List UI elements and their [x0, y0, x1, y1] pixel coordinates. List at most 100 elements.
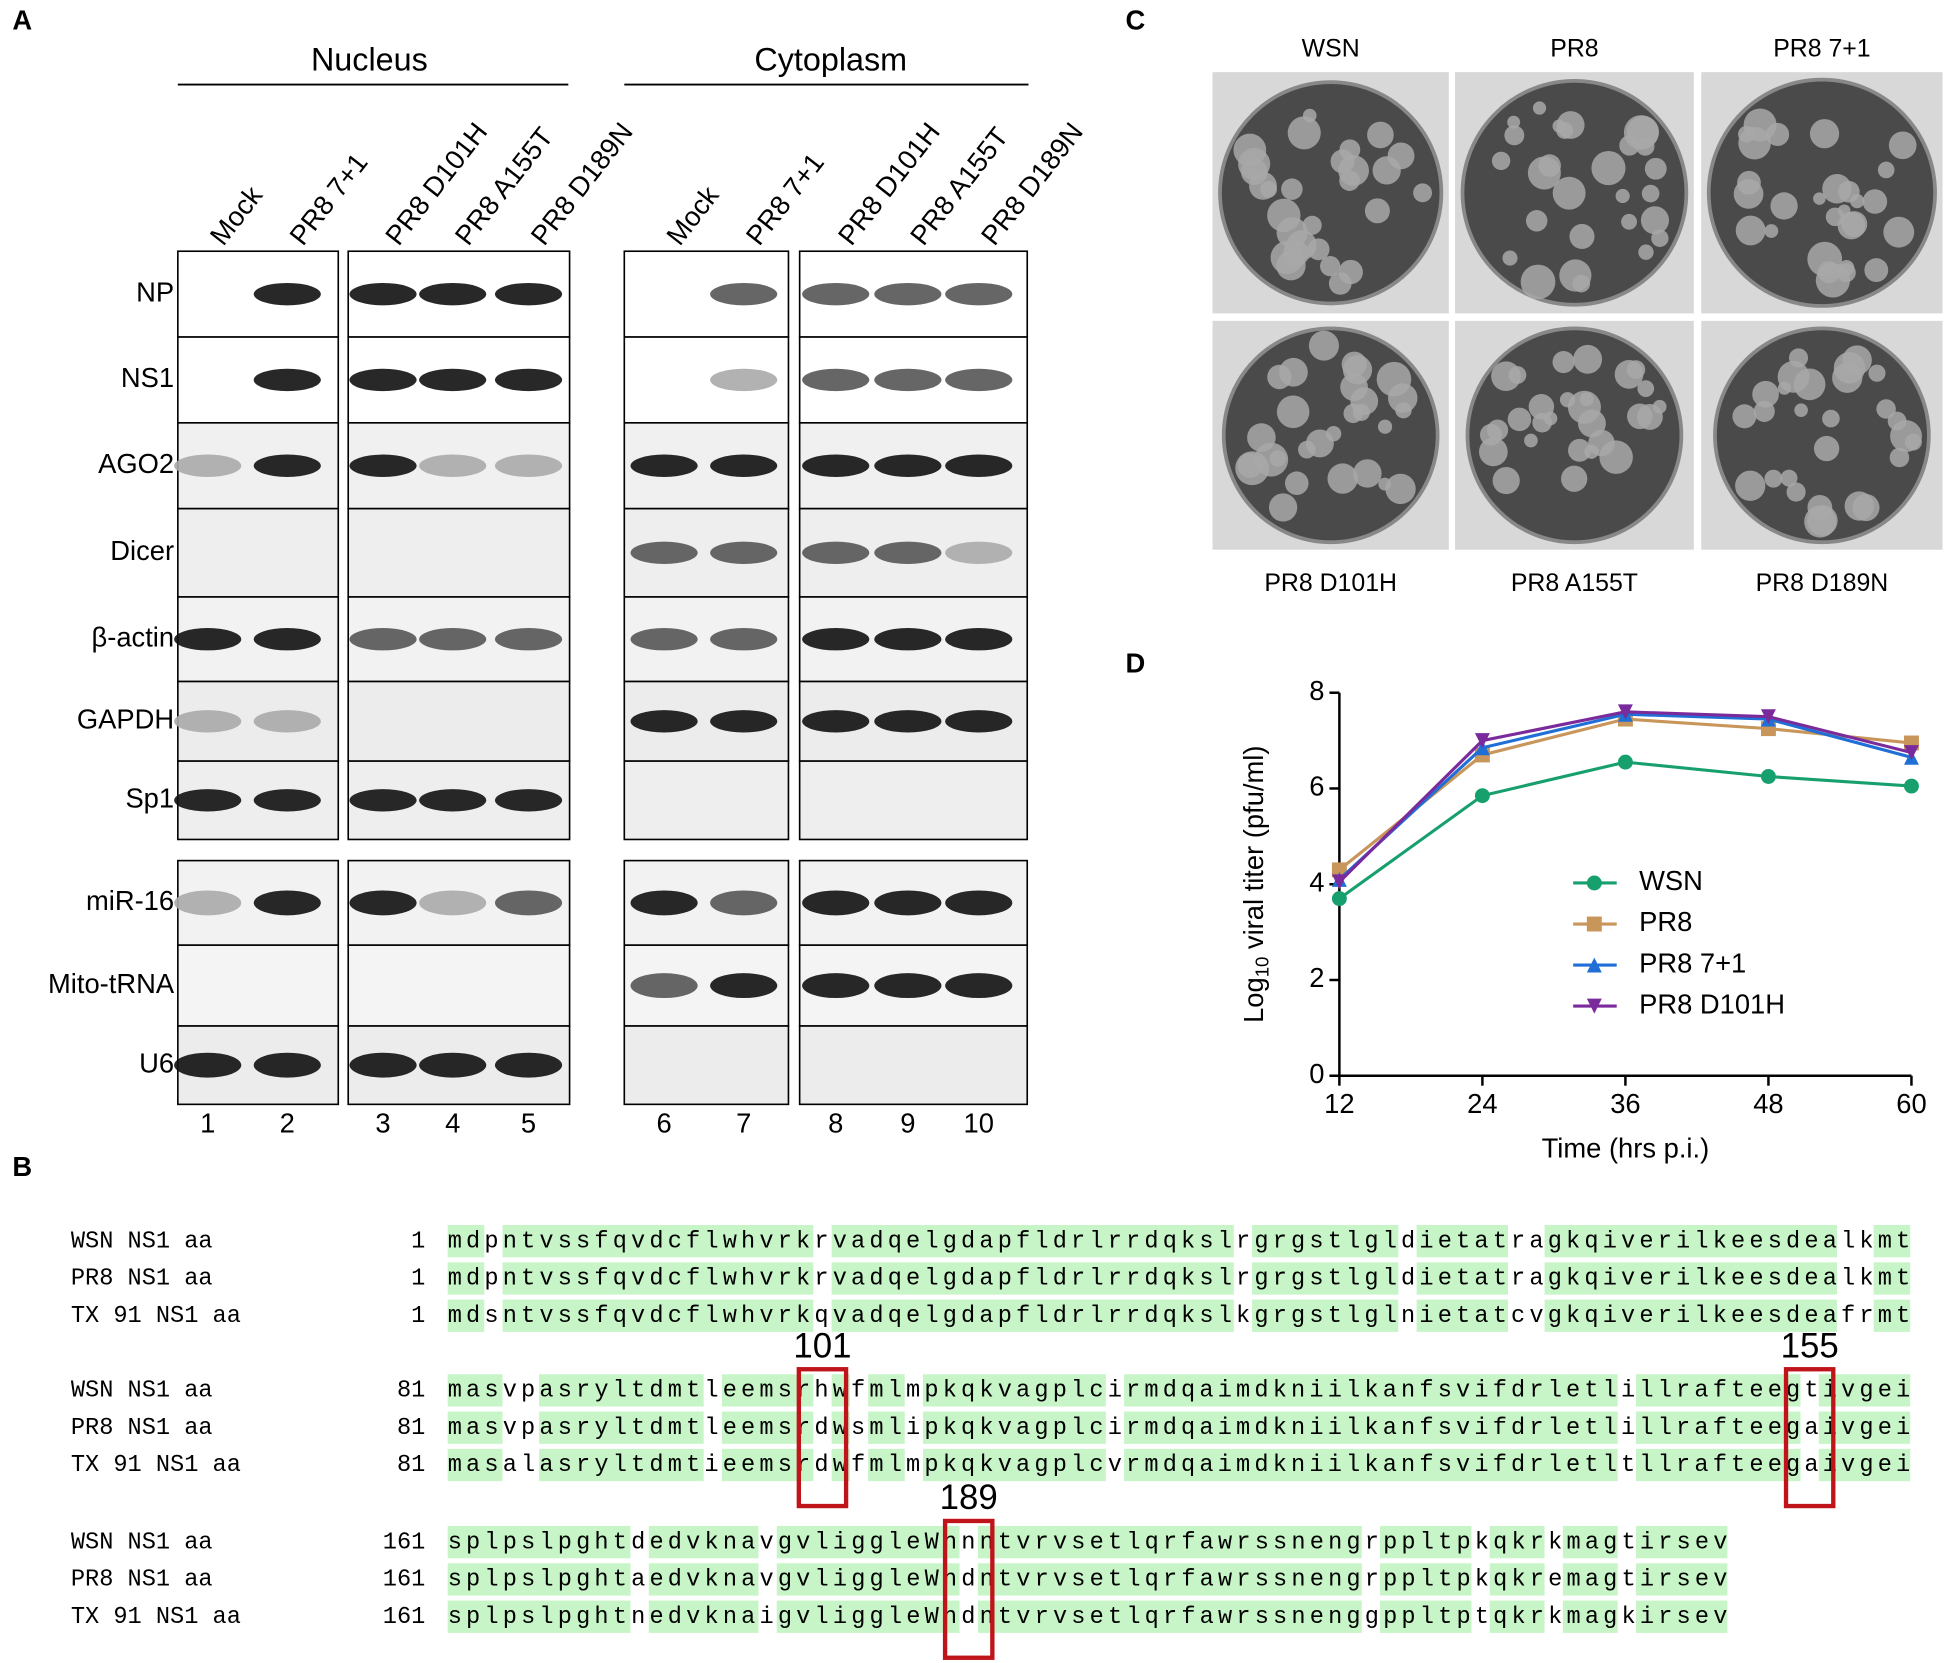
plaque: [1764, 469, 1783, 488]
row-label: β-actin: [92, 621, 175, 652]
identity-highlight: [447, 1563, 631, 1596]
identity-highlight: [447, 1374, 503, 1407]
plaque: [1286, 230, 1317, 261]
plaque: [1764, 224, 1779, 238]
plaque: [1528, 394, 1555, 420]
band: [802, 282, 870, 306]
plaque: [1862, 189, 1888, 214]
plaque: [1644, 157, 1667, 180]
band: [802, 368, 870, 392]
x-axis-label: Time (hrs p.i.): [1542, 1133, 1710, 1164]
band: [349, 454, 417, 477]
band: [874, 454, 942, 477]
plaque: [1591, 150, 1626, 186]
band: [349, 890, 417, 916]
plaque: [1502, 250, 1518, 266]
identity-highlight: [1380, 1563, 1472, 1596]
band: [710, 628, 778, 651]
lane-number: 7: [736, 1108, 751, 1139]
identity-highlight: [1635, 1448, 1801, 1482]
lane-label: Mock: [204, 180, 269, 251]
plaque: [1841, 211, 1868, 238]
band: [419, 282, 487, 306]
plaque: [1809, 119, 1840, 149]
band: [630, 628, 698, 651]
band: [253, 454, 321, 477]
plaque: [1559, 259, 1592, 292]
y-axis-label-part: viral titer (pfu/ml): [1238, 746, 1269, 950]
plaque: [1833, 352, 1866, 384]
identity-highlight: [1544, 1299, 1838, 1332]
plaque: [1638, 244, 1654, 260]
plaque: [1284, 471, 1309, 495]
y-axis-label: Log10 viral titer (pfu/ml): [1238, 746, 1272, 1023]
lane-number: 6: [656, 1108, 671, 1139]
legend-label: PR8: [1639, 906, 1692, 937]
band: [174, 1052, 242, 1078]
identity-highlight: [502, 1262, 814, 1295]
identity-highlight: [1635, 1374, 1801, 1407]
band: [945, 710, 1013, 733]
identity-highlight: [648, 1525, 759, 1559]
plate-label: PR8 7+1: [1773, 34, 1870, 62]
row-label: U6: [139, 1047, 174, 1078]
identity-highlight: [1124, 1448, 1618, 1482]
identity-highlight: [447, 1224, 485, 1258]
plaque: [1793, 368, 1826, 401]
identity-highlight: [776, 1563, 960, 1596]
point: [1903, 745, 1919, 761]
identity-highlight: [539, 1374, 704, 1407]
identity-highlight: [447, 1411, 503, 1444]
plaque: [1376, 361, 1412, 397]
plaque: [1619, 135, 1640, 156]
plaque: [1883, 216, 1915, 248]
y-tick-label: 8: [1309, 675, 1324, 706]
series-line: [1338, 717, 1912, 872]
sequence-name: TX 91 NS1 aa: [71, 1452, 241, 1479]
plate-label: PR8 D101H: [1264, 569, 1397, 597]
band: [874, 541, 942, 564]
band: [710, 710, 778, 733]
identity-highlight: [447, 1448, 503, 1482]
identity-highlight: [1252, 1299, 1399, 1332]
sequence-start: 1: [411, 1303, 425, 1330]
identity-highlight: [648, 1600, 759, 1633]
identity-highlight: [1562, 1600, 1618, 1633]
plaque: [1479, 437, 1508, 467]
lane-number: 2: [280, 1108, 295, 1139]
lane-label: Mock: [660, 180, 725, 251]
blot-frame: [623, 760, 790, 841]
identity-highlight: [1124, 1374, 1618, 1407]
band: [802, 710, 870, 733]
band: [253, 890, 321, 916]
plaque: [1864, 258, 1889, 282]
x-tick-label: 60: [1896, 1088, 1926, 1119]
band: [349, 628, 417, 651]
plaque: [1876, 399, 1896, 419]
identity-highlight: [1489, 1600, 1545, 1633]
legend-marker: [1586, 957, 1602, 973]
plaque: [1626, 360, 1646, 379]
plaque: [1552, 351, 1575, 374]
identity-highlight: [447, 1262, 485, 1295]
band: [710, 454, 778, 477]
blot-frame: [177, 944, 340, 1027]
y-tick-label: 2: [1309, 962, 1324, 993]
band: [710, 368, 778, 392]
band: [494, 890, 563, 916]
sequence-start: 161: [383, 1604, 426, 1631]
plaque: [1377, 419, 1393, 434]
identity-highlight: [868, 1374, 905, 1407]
plaque: [1786, 482, 1806, 502]
identity-highlight: [776, 1600, 960, 1633]
identity-highlight: [1252, 1224, 1399, 1258]
plaque: [1507, 407, 1532, 432]
identity-highlight: [1635, 1525, 1728, 1559]
plaque: [1732, 404, 1757, 429]
band: [494, 1052, 563, 1078]
plaque: [1507, 115, 1521, 129]
plaque: [1794, 403, 1808, 417]
plaque: [1287, 116, 1321, 150]
legend-marker: [1586, 916, 1602, 932]
